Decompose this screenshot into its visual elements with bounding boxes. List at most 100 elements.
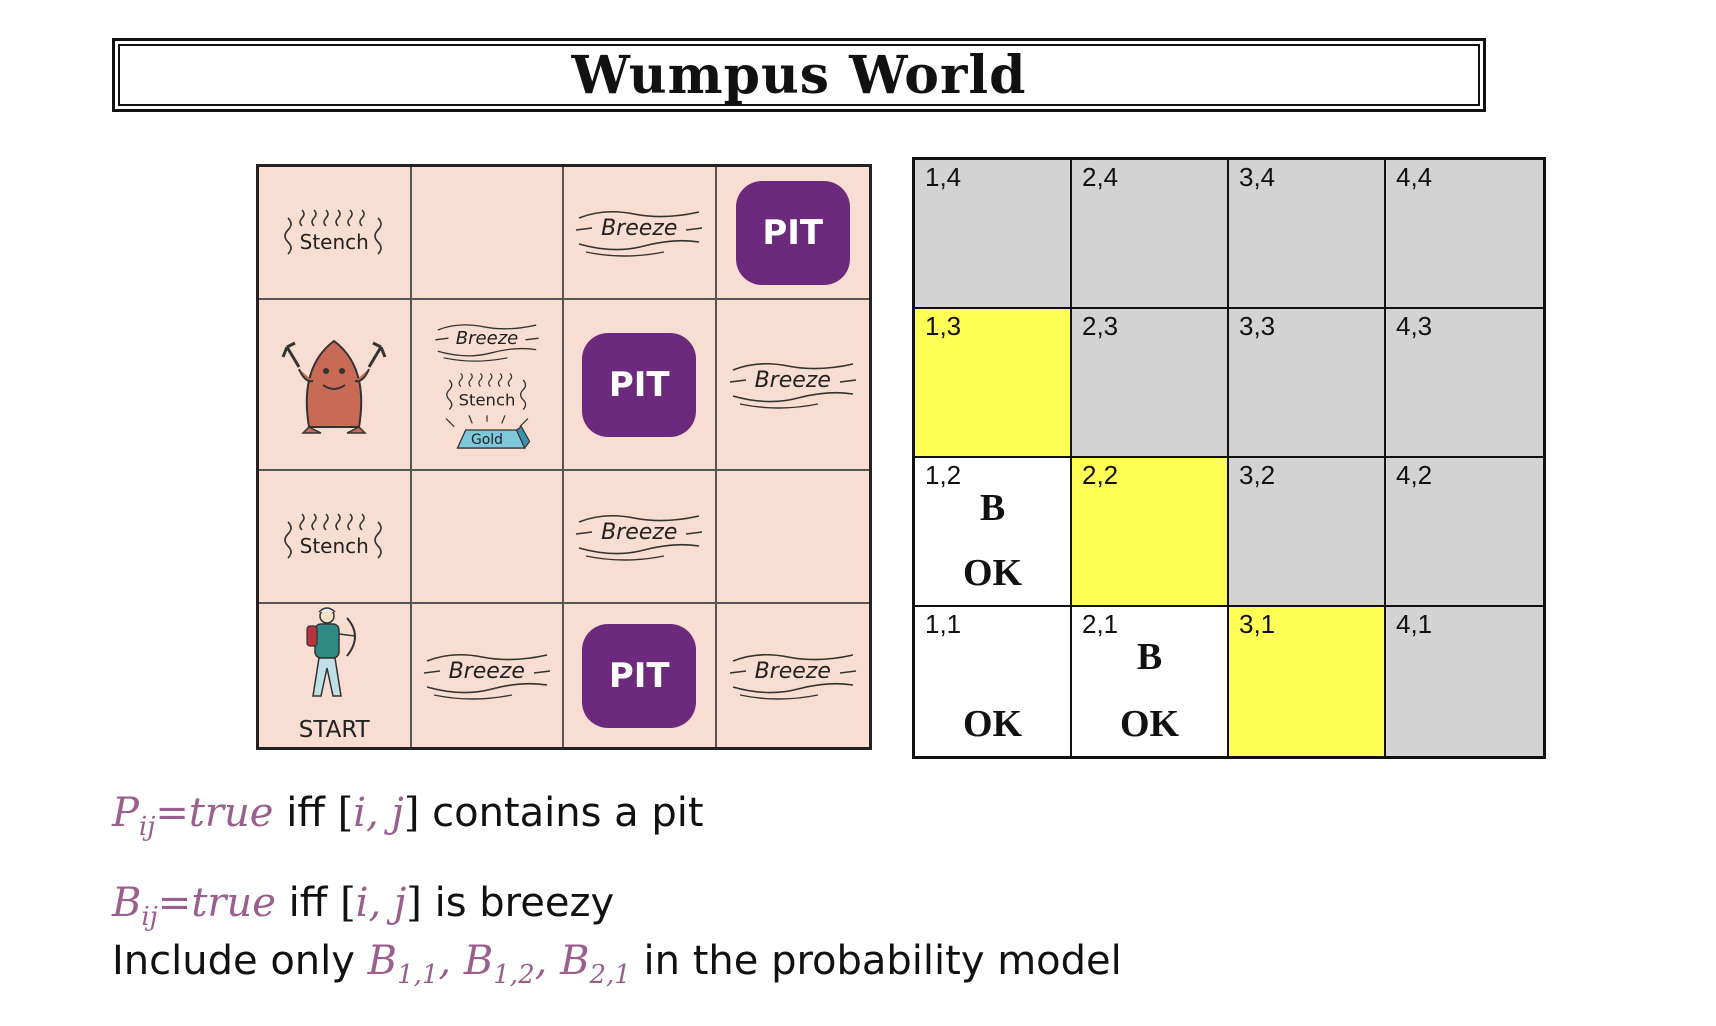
gold-icon <box>445 415 531 450</box>
breeze-icon <box>576 514 703 561</box>
kb-cell-4-1: 4,1 <box>1386 607 1543 756</box>
breeze-label: Breeze <box>728 643 858 708</box>
pit-badge: PIT <box>735 180 850 285</box>
world-cell: Breeze Stench Gold <box>411 300 564 471</box>
breeze-text: Breeze <box>754 368 831 393</box>
kb-cell-3-2: 3,2 <box>1229 458 1386 607</box>
kb-cell-1-1: 1,1 OK <box>915 607 1072 756</box>
kb-cell-4-3: 4,3 <box>1386 309 1543 458</box>
cell-coord: 2,4 <box>1082 162 1119 192</box>
cell-coord: 4,2 <box>1396 460 1433 490</box>
gold-text: Gold <box>470 431 503 449</box>
breeze-text: Breeze <box>455 328 519 349</box>
breeze-marker: B <box>979 487 1006 529</box>
ok-marker: OK <box>962 703 1023 745</box>
cell-coord: 3,2 <box>1239 460 1276 490</box>
cell-coord: 3,4 <box>1239 162 1276 192</box>
world-cell <box>716 471 869 604</box>
stench-text: Stench <box>299 534 369 558</box>
cell-coord: 3,3 <box>1239 311 1276 341</box>
breeze-marker: B <box>1136 636 1163 678</box>
term-b12: B1,2 <box>463 938 535 990</box>
kb-cell-1-3: 1,3 <box>915 309 1072 458</box>
world-cell: Breeze <box>412 604 564 747</box>
stench-icon <box>445 372 526 410</box>
term-b21: B2,1 <box>560 938 631 990</box>
world-cell: PIT <box>716 167 869 300</box>
include-line: Include only B1,1, B1,2, B2,1 in the pro… <box>112 938 1122 990</box>
cell-coord: 2,3 <box>1082 311 1119 341</box>
breeze-icon <box>729 362 856 409</box>
wumpus-icon <box>279 327 389 442</box>
pit-var: Pij <box>112 790 156 842</box>
kb-cell-2-4: 2,4 <box>1072 160 1229 309</box>
ok-marker: OK <box>962 552 1023 594</box>
pit-badge: PIT <box>582 332 697 437</box>
kb-cell-4-4: 4,4 <box>1386 160 1543 309</box>
kb-cell-3-3: 3,3 <box>1229 309 1386 458</box>
stench-text: Stench <box>458 389 516 410</box>
kb-cell-3-4: 3,4 <box>1229 160 1386 309</box>
breeze-label: Breeze <box>433 315 540 368</box>
world-cell <box>411 471 564 604</box>
breeze-text: Breeze <box>601 520 678 545</box>
title-box: Wumpus World <box>112 38 1486 112</box>
stench-label: Stench <box>274 204 394 261</box>
stench-label: Stench <box>438 369 536 416</box>
breeze-definition: Bij=true iff [i, j] is breezy <box>112 880 615 932</box>
cell-coord: 2,1 <box>1082 609 1119 639</box>
world-cell: Breeze <box>564 167 717 300</box>
page-title: Wumpus World <box>571 44 1027 106</box>
world-cell: PIT <box>564 604 717 747</box>
breeze-icon <box>729 653 856 700</box>
cell-coord: 2,2 <box>1082 460 1119 490</box>
cell-coord: 1,4 <box>925 162 962 192</box>
world-cell <box>259 300 412 471</box>
pit-badge: PIT <box>582 623 697 728</box>
stench-label: Stench <box>274 508 394 565</box>
world-cell: Breeze <box>717 604 870 747</box>
term-b11: B1,1 <box>367 938 439 990</box>
cell-coord: 4,3 <box>1396 311 1433 341</box>
kb-cell-2-1: 2,1 B OK <box>1072 607 1229 756</box>
world-cell: Breeze <box>716 300 869 471</box>
breeze-icon <box>435 324 539 362</box>
world-cell: START <box>259 604 412 747</box>
breeze-text: Breeze <box>448 659 525 684</box>
kb-cell-2-2: 2,2 <box>1072 458 1229 607</box>
gold-item: Gold <box>438 415 536 454</box>
stench-icon <box>284 209 383 255</box>
cell-coord: 4,4 <box>1396 162 1433 192</box>
cell-coord: 4,1 <box>1396 609 1433 639</box>
cell-coord: 1,3 <box>925 311 962 341</box>
pit-definition: Pij=true iff [i, j] contains a pit <box>112 790 704 842</box>
breeze-icon <box>423 653 550 700</box>
world-cell: PIT <box>564 300 717 471</box>
breeze-text: Breeze <box>754 659 831 684</box>
breeze-label: Breeze <box>574 504 704 569</box>
kb-cell-4-2: 4,2 <box>1386 458 1543 607</box>
agent-icon <box>289 604 379 719</box>
cell-coord: 1,1 <box>925 609 962 639</box>
breeze-label: Breeze <box>574 200 704 265</box>
wumpus-world-grid: Stench Breeze PIT Breeze Stench Gold PIT Breeze… <box>256 164 872 750</box>
world-cell <box>411 167 564 300</box>
breeze-label: Breeze <box>728 352 858 417</box>
world-cell: Stench <box>259 471 412 604</box>
breeze-icon <box>576 210 703 257</box>
kb-cell-2-3: 2,3 <box>1072 309 1229 458</box>
kb-cell-1-4: 1,4 <box>915 160 1072 309</box>
start-label: START <box>298 717 370 743</box>
breeze-text: Breeze <box>601 216 678 241</box>
world-cell: Stench <box>259 167 412 300</box>
world-cell: Breeze <box>564 471 717 604</box>
stench-icon <box>284 513 383 559</box>
knowledge-grid: 1,4 2,4 3,4 4,4 1,3 2,3 3,3 4,3 1,2 B OK 2,2 3,2 4,2 1… <box>912 157 1546 759</box>
cell-coord: 1,2 <box>925 460 962 490</box>
breeze-label: Breeze <box>422 643 552 708</box>
breeze-var: Bij <box>112 880 158 932</box>
kb-cell-3-1: 3,1 <box>1229 607 1386 756</box>
stench-text: Stench <box>299 230 369 254</box>
kb-cell-1-2: 1,2 B OK <box>915 458 1072 607</box>
ok-marker: OK <box>1119 703 1180 745</box>
